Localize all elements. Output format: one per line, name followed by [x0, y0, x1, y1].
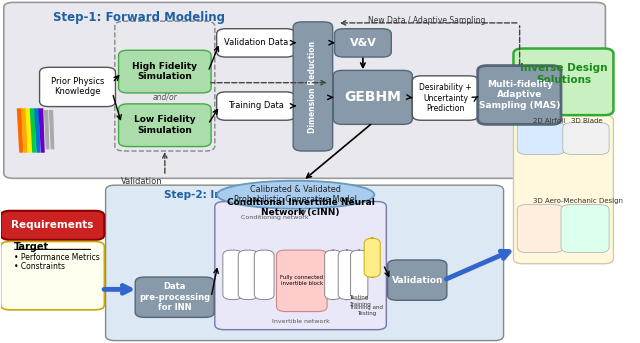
- FancyBboxPatch shape: [351, 250, 368, 299]
- Text: and/or: and/or: [152, 93, 177, 102]
- Text: Conditioning network: Conditioning network: [241, 215, 309, 221]
- Text: Training and
Testing: Training and Testing: [349, 306, 383, 316]
- Text: Conditional Invertible Neural
Network (cINN): Conditional Invertible Neural Network (c…: [227, 198, 374, 217]
- Text: New Data / Adaptive Sampling: New Data / Adaptive Sampling: [368, 16, 485, 25]
- FancyBboxPatch shape: [335, 29, 391, 57]
- Text: Fully connected
invertible block: Fully connected invertible block: [280, 275, 323, 286]
- FancyBboxPatch shape: [517, 205, 563, 252]
- FancyBboxPatch shape: [561, 205, 609, 252]
- Text: 3D Aero-Mechanic Design: 3D Aero-Mechanic Design: [532, 198, 623, 203]
- FancyBboxPatch shape: [106, 185, 504, 341]
- FancyBboxPatch shape: [40, 67, 115, 107]
- Text: Calibrated & Validated
Probabilistic Generative Model: Calibrated & Validated Probabilistic Gen…: [234, 185, 357, 204]
- Text: Low Fidelity
Simulation: Low Fidelity Simulation: [134, 115, 196, 135]
- FancyBboxPatch shape: [135, 277, 214, 317]
- FancyBboxPatch shape: [338, 250, 355, 299]
- FancyBboxPatch shape: [293, 22, 333, 151]
- Ellipse shape: [217, 181, 374, 209]
- Polygon shape: [21, 108, 28, 153]
- Text: Training Data: Training Data: [228, 102, 284, 110]
- Polygon shape: [44, 110, 49, 149]
- Text: High Fidelity
Simulation: High Fidelity Simulation: [132, 62, 197, 81]
- Text: Data
pre-processing
for INN: Data pre-processing for INN: [139, 282, 211, 312]
- Text: Step-2: Inverse Modeling: Step-2: Inverse Modeling: [164, 190, 312, 200]
- FancyBboxPatch shape: [333, 70, 412, 125]
- Text: Requirements: Requirements: [12, 220, 93, 230]
- Text: Prior Physics
Knowledge: Prior Physics Knowledge: [51, 77, 104, 96]
- Text: Training: Training: [349, 301, 371, 307]
- Text: Invertible network: Invertible network: [272, 319, 330, 324]
- FancyBboxPatch shape: [477, 66, 561, 125]
- Text: Dimension Reduction: Dimension Reduction: [308, 40, 317, 132]
- FancyBboxPatch shape: [215, 202, 387, 330]
- Text: Desirability +
Uncertainty
Prediction: Desirability + Uncertainty Prediction: [419, 83, 472, 113]
- Polygon shape: [49, 110, 54, 149]
- Polygon shape: [38, 108, 45, 153]
- FancyBboxPatch shape: [217, 29, 295, 57]
- FancyBboxPatch shape: [118, 50, 211, 93]
- Text: Validation: Validation: [392, 276, 443, 285]
- FancyBboxPatch shape: [513, 48, 613, 115]
- Text: Testing: Testing: [349, 295, 369, 300]
- Text: Validation Data: Validation Data: [224, 38, 288, 47]
- Polygon shape: [17, 108, 23, 153]
- Text: V&V: V&V: [349, 38, 376, 48]
- FancyBboxPatch shape: [517, 123, 565, 154]
- FancyBboxPatch shape: [1, 211, 104, 240]
- FancyBboxPatch shape: [388, 260, 447, 300]
- Polygon shape: [34, 108, 40, 153]
- FancyBboxPatch shape: [324, 250, 342, 299]
- FancyBboxPatch shape: [217, 92, 295, 120]
- Polygon shape: [29, 108, 36, 153]
- Text: 2D Airfoil: 2D Airfoil: [532, 118, 565, 124]
- FancyBboxPatch shape: [254, 250, 274, 299]
- Text: • Performance Metrics: • Performance Metrics: [14, 253, 100, 262]
- FancyBboxPatch shape: [4, 2, 605, 178]
- Text: Inverse Design
Solutions: Inverse Design Solutions: [520, 63, 607, 85]
- FancyBboxPatch shape: [1, 241, 104, 310]
- Text: • Constraints: • Constraints: [14, 262, 65, 271]
- FancyBboxPatch shape: [276, 250, 327, 311]
- Polygon shape: [26, 108, 32, 153]
- Text: Target: Target: [14, 243, 49, 252]
- FancyBboxPatch shape: [513, 115, 613, 264]
- Text: GEBHM: GEBHM: [344, 90, 401, 104]
- Text: Validation: Validation: [120, 177, 162, 186]
- FancyBboxPatch shape: [412, 76, 478, 120]
- Text: 3D Blade: 3D Blade: [572, 118, 603, 124]
- FancyBboxPatch shape: [364, 238, 380, 277]
- Text: Multi-fidelity
Adaptive
Sampling (MAS): Multi-fidelity Adaptive Sampling (MAS): [479, 80, 561, 110]
- FancyBboxPatch shape: [238, 250, 258, 299]
- Text: Step-1: Forward Modeling: Step-1: Forward Modeling: [53, 11, 225, 24]
- FancyBboxPatch shape: [223, 250, 243, 299]
- FancyBboxPatch shape: [563, 123, 609, 154]
- FancyBboxPatch shape: [118, 104, 211, 146]
